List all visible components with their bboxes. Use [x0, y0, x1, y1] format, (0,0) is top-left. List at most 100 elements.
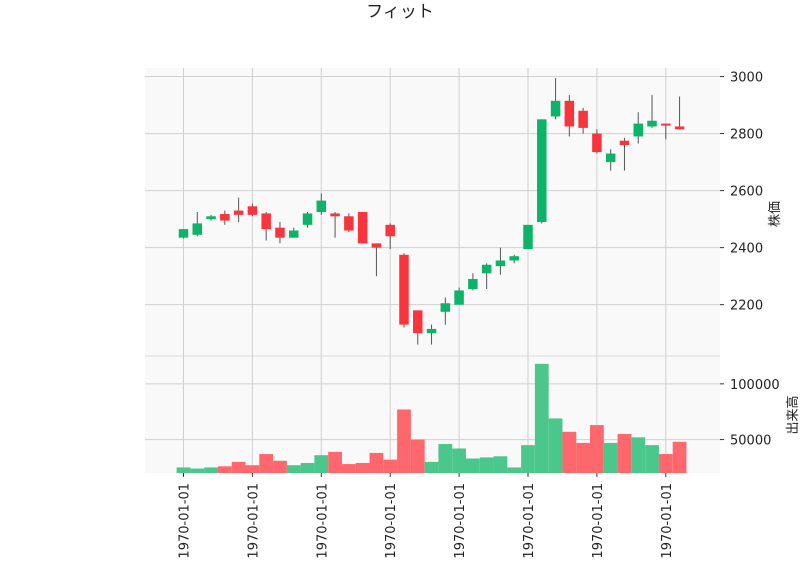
volume-tick-label: 100000: [730, 378, 780, 393]
candle-body: [316, 200, 327, 212]
candle: [592, 129, 602, 154]
volume-bar: [190, 468, 205, 473]
candle-body: [440, 303, 451, 312]
price-gridlines: [145, 76, 720, 306]
candle: [247, 203, 258, 217]
volume-tick-label: 50000: [730, 434, 771, 449]
candle: [468, 273, 478, 291]
volume-bar: [562, 431, 577, 473]
volume-bar: [493, 456, 508, 473]
volume-bar: [383, 459, 398, 473]
volume-bar: [204, 467, 218, 473]
candle: [661, 123, 671, 140]
candle-body: [537, 119, 547, 222]
x-tick-label: 1970-01-01: [315, 483, 330, 559]
candle-body: [399, 254, 409, 325]
x-axis-ticks: 1970-01-01 1970-01-01 1970-01-01 1970-01-01…: [178, 473, 675, 559]
candle: [647, 95, 657, 128]
candle-body: [647, 120, 657, 127]
x-tick-label: 1970-01-01: [522, 483, 537, 559]
x-tick-label: 1970-01-01: [591, 483, 606, 559]
x-tick-label: 1970-01-01: [246, 483, 261, 559]
chart-title: フィット: [366, 2, 434, 22]
volume-bar: [217, 466, 232, 473]
candle: [674, 96, 685, 130]
candle-body: [633, 123, 643, 137]
candle-body: [592, 133, 602, 153]
volume-bar: [231, 461, 246, 473]
volume-bar: [576, 442, 591, 473]
candle-body: [413, 310, 423, 334]
candle-body: [468, 279, 478, 289]
volume-bar: [314, 455, 329, 473]
candle-body: [481, 264, 492, 274]
volume-bar: [645, 445, 659, 473]
candle: [371, 243, 382, 277]
candle-body: [344, 216, 354, 231]
volume-bar: [465, 458, 480, 473]
price-tick-label: 2600: [730, 185, 763, 200]
volume-bar: [397, 409, 411, 473]
volume-bar: [438, 444, 453, 473]
candle-body: [302, 213, 313, 225]
candle: [178, 229, 189, 239]
candle: [481, 263, 492, 289]
candle: [537, 119, 547, 224]
candle: [385, 223, 395, 250]
candle-body: [233, 210, 244, 215]
candle-body: [550, 100, 561, 117]
volume-bar: [245, 465, 260, 473]
volume-bar: [672, 441, 687, 473]
candle: [399, 253, 409, 328]
price-tick-label: 3000: [730, 71, 763, 86]
candle-body: [275, 227, 285, 238]
candle: [302, 212, 313, 228]
candle: [220, 210, 230, 225]
candle: [633, 112, 643, 144]
candle-body: [206, 216, 216, 220]
volume-bar: [176, 467, 191, 473]
candle-body: [247, 206, 258, 215]
candle-body: [357, 212, 368, 244]
price-axis-label: 株価: [768, 201, 783, 227]
candle: [523, 224, 533, 250]
candle: [192, 212, 203, 237]
volume-bar: [534, 363, 549, 473]
candle-body: [605, 153, 616, 163]
candle: [357, 212, 368, 244]
candle: [426, 324, 437, 345]
candle: [288, 227, 299, 238]
volume-bar: [658, 454, 673, 473]
volume-bar: [548, 418, 563, 473]
price-axis-ticks: 2200 2400 2600 2800 3000: [720, 71, 763, 314]
volume-bar: [424, 461, 439, 473]
candle: [495, 247, 506, 275]
candles: [178, 77, 685, 345]
candle-body: [330, 213, 340, 217]
volume-bar: [521, 445, 535, 473]
candle-body: [495, 260, 506, 267]
price-tick-label: 2400: [730, 242, 763, 257]
volume-axis-ticks: 50000 100000: [720, 378, 780, 449]
volume-bar: [300, 462, 315, 473]
candle-body: [578, 110, 588, 128]
candle-body: [674, 126, 685, 130]
candle: [233, 197, 244, 222]
candle-body: [619, 140, 630, 145]
price-panel-background: [145, 68, 720, 356]
candle: [550, 77, 561, 120]
x-tick-label: 1970-01-01: [453, 483, 468, 559]
volume-bar: [410, 439, 425, 473]
candle-body: [564, 100, 575, 127]
volume-bar: [286, 465, 301, 473]
volume-bar: [479, 457, 494, 473]
x-tick-label: 1970-01-01: [384, 483, 399, 559]
candle-body: [261, 213, 271, 230]
candle-body: [385, 224, 395, 237]
candle-body: [178, 229, 189, 238]
volume-bar: [507, 467, 522, 473]
volume-bar: [259, 454, 274, 473]
candle: [454, 287, 464, 305]
candle: [206, 214, 216, 221]
